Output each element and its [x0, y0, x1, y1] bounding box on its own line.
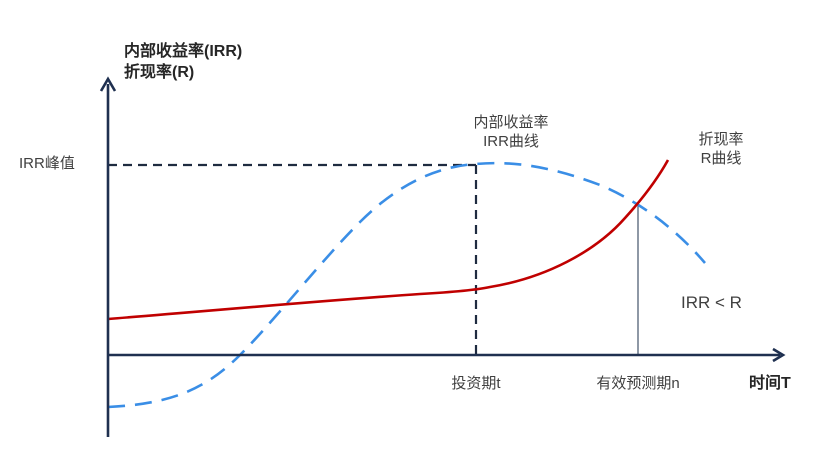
- x-axis-arrow-icon: [772, 347, 786, 363]
- x-axis-label-time: 时间T: [749, 375, 791, 392]
- y-axis-arrow-icon: [99, 76, 117, 92]
- irr-curve-label-line1: 内部收益率: [473, 114, 549, 131]
- r-curve-label-line1: 折现率: [698, 131, 744, 148]
- irr-less-than-r-label: IRR < R: [681, 293, 742, 312]
- irr-peak-label: IRR峰值: [19, 155, 75, 172]
- x-tick-investment-period: 投资期t: [451, 375, 501, 392]
- y-axis-label-r: 折现率(R): [124, 64, 195, 81]
- r-curve: [107, 159, 670, 321]
- r-curve-label-line2: R曲线: [700, 150, 742, 167]
- x-tick-effective-forecast-period: 有效预测期n: [596, 375, 680, 392]
- y-axis-label-irr: 内部收益率(IRR): [124, 43, 243, 60]
- irr-curve: [107, 161, 706, 409]
- irr-curve-label-line2: IRR曲线: [483, 133, 539, 150]
